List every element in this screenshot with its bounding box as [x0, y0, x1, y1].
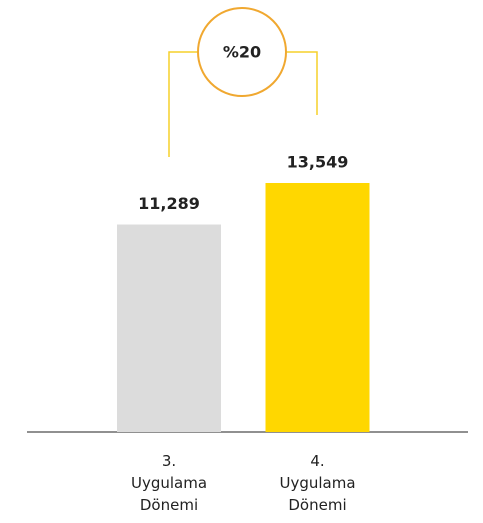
annotation-circle — [197, 7, 287, 97]
x-tick-label: 4. Uygulama Dönemi — [279, 452, 356, 514]
bar — [117, 224, 221, 432]
bracket-right — [287, 51, 318, 115]
annotation: %20 — [223, 43, 261, 62]
bar — [265, 183, 370, 432]
value-label: 11,289 — [138, 194, 200, 213]
x-tick-label: 3. Uygulama Dönemi — [130, 452, 208, 514]
value-label: 13,549 — [287, 153, 349, 172]
bracket-left — [168, 51, 198, 157]
